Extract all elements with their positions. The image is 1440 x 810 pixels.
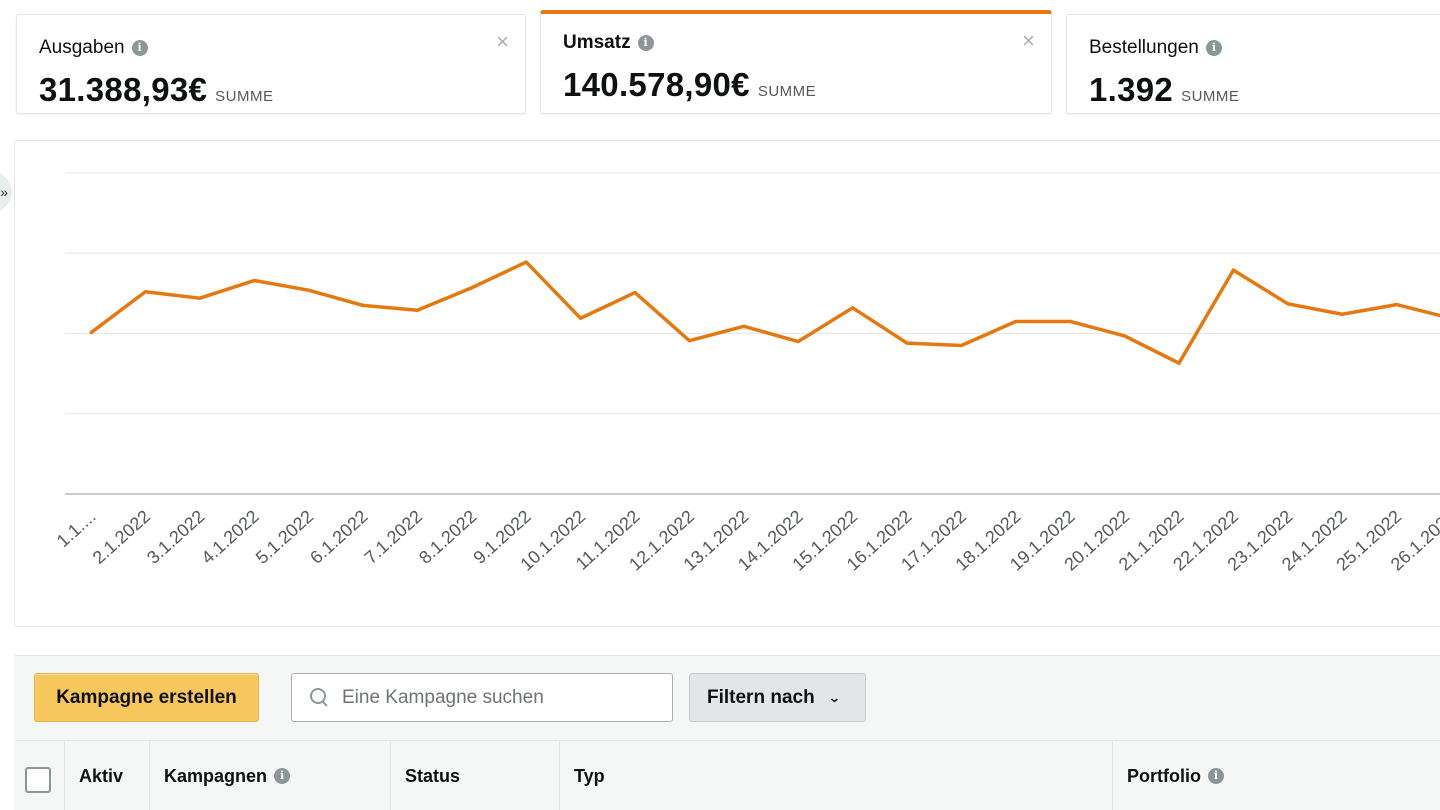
info-icon[interactable]: i: [637, 35, 654, 51]
metric-title-label: Ausgaben: [39, 37, 125, 58]
data-point[interactable]: [143, 290, 147, 294]
data-point[interactable]: [1395, 303, 1399, 307]
data-point[interactable]: [959, 344, 963, 348]
chart-panel: [14, 140, 1440, 627]
column-header-portfolio[interactable]: Portfolio i: [1112, 740, 1440, 810]
column-header-label: Aktiv: [79, 765, 124, 786]
metric-title-label: Bestellungen: [1089, 37, 1199, 58]
x-tick-label: 2.1.2022: [89, 506, 154, 568]
campaign-search-box[interactable]: [291, 673, 673, 722]
search-icon: [308, 687, 330, 709]
x-tick-label: 7.1.2022: [361, 506, 426, 568]
table-header: [16, 740, 1440, 810]
column-header-kampagnen[interactable]: Kampagnen i: [149, 740, 391, 810]
column-header-typ[interactable]: Typ: [559, 740, 1113, 810]
data-point[interactable]: [89, 331, 93, 335]
metric-sum-label: SUMME: [757, 83, 817, 100]
data-point[interactable]: [1231, 268, 1235, 272]
data-point[interactable]: [1340, 312, 1344, 316]
filter-dropdown-button[interactable]: Filtern nach ⌄: [689, 673, 866, 722]
data-point[interactable]: [1286, 302, 1290, 306]
data-point[interactable]: [796, 340, 800, 344]
data-point[interactable]: [633, 291, 637, 295]
x-tick-label: 4.1.2022: [197, 506, 262, 568]
select-all-checkbox[interactable]: [25, 767, 51, 793]
metric-value: 31.388,93€ SUMME: [39, 71, 274, 109]
data-point[interactable]: [905, 341, 909, 345]
metric-value-number: 31.388,93€: [39, 71, 208, 108]
metric-value: 1.392 SUMME: [1089, 71, 1239, 109]
column-header-label: Portfolio: [1127, 765, 1201, 786]
data-point[interactable]: [307, 288, 311, 292]
data-point[interactable]: [687, 339, 691, 343]
data-point[interactable]: [1177, 361, 1181, 365]
data-point[interactable]: [470, 286, 474, 290]
column-header-label: Status: [405, 765, 461, 786]
x-tick-label: 8.1.2022: [415, 506, 480, 568]
metric-card-bestellungen[interactable]: Bestellungen i 1.392 SUMME: [1066, 14, 1440, 114]
series-line: [89, 260, 1440, 365]
x-tick-label: 5.1.2022: [252, 506, 317, 568]
campaign-search-input[interactable]: [342, 686, 652, 709]
metric-sum-label: SUMME: [215, 88, 274, 105]
x-tick-label: 6.1.2022: [306, 506, 371, 568]
data-point[interactable]: [742, 324, 746, 328]
data-point[interactable]: [361, 303, 365, 307]
expand-handle-icon[interactable]: »: [0, 172, 12, 212]
column-header-label: Kampagnen: [164, 765, 268, 786]
data-point[interactable]: [252, 279, 256, 283]
info-icon[interactable]: i: [131, 40, 148, 56]
x-tick-label: 1.1....: [53, 506, 100, 551]
close-icon[interactable]: ×: [1022, 28, 1035, 53]
create-campaign-button[interactable]: Kampagne erstellen: [34, 673, 259, 722]
metric-card-ausgaben[interactable]: Ausgaben i 31.388,93€ SUMME ×: [16, 14, 526, 114]
data-point[interactable]: [1014, 319, 1018, 323]
data-point[interactable]: [1123, 334, 1127, 338]
data-point[interactable]: [198, 296, 202, 300]
metric-title: Umsatz i: [563, 32, 654, 54]
metric-value-number: 1.392: [1089, 71, 1174, 108]
revenue-line-chart: 1.1....2.1.20223.1.20224.1.20225.1.20226…: [53, 172, 1440, 575]
metric-title-label: Umsatz: [563, 32, 631, 53]
metric-sum-label: SUMME: [1181, 88, 1240, 105]
x-tick-label: 3.1.2022: [143, 506, 208, 568]
data-point[interactable]: [415, 308, 419, 312]
metric-value: 140.578,90€ SUMME: [563, 66, 816, 104]
chevron-down-icon: ⌄: [827, 689, 841, 705]
column-header-status[interactable]: Status: [390, 740, 560, 810]
data-point[interactable]: [524, 260, 528, 264]
column-header-label: Typ: [574, 765, 605, 786]
metric-title: Bestellungen i: [1089, 37, 1222, 59]
info-icon[interactable]: i: [274, 768, 291, 784]
filter-label: Filtern nach: [707, 686, 815, 708]
metric-card-umsatz[interactable]: Umsatz i 140.578,90€ SUMME ×: [540, 10, 1052, 114]
metric-title: Ausgaben i: [39, 37, 148, 59]
data-point[interactable]: [851, 306, 855, 310]
info-icon[interactable]: i: [1208, 768, 1224, 784]
data-point[interactable]: [579, 316, 583, 320]
column-header-aktiv[interactable]: Aktiv: [64, 740, 150, 810]
data-point[interactable]: [1068, 319, 1072, 323]
info-icon[interactable]: i: [1205, 40, 1222, 56]
close-icon[interactable]: ×: [496, 29, 509, 54]
metric-value-number: 140.578,90€: [563, 66, 750, 103]
